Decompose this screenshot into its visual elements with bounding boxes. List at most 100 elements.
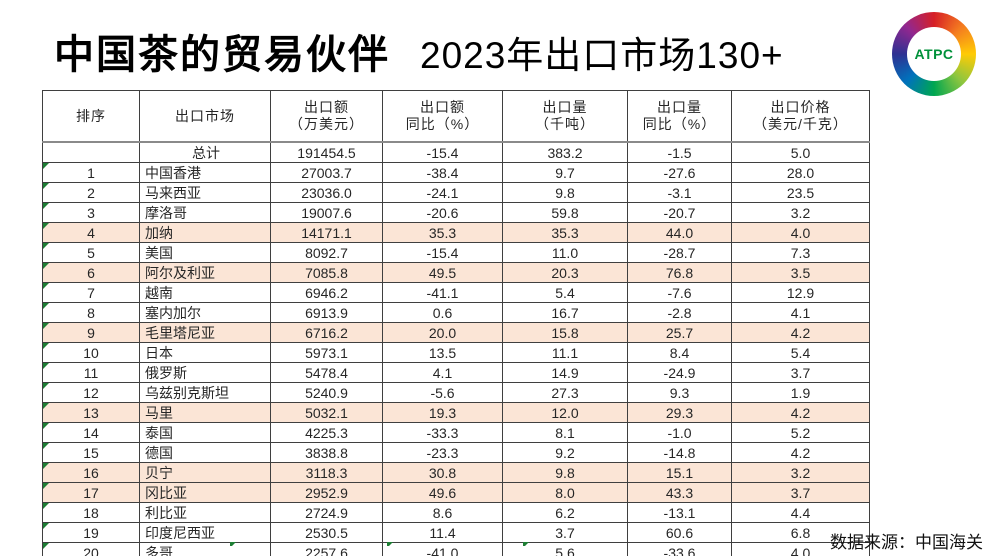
cell-export-volume-yoy: -7.6	[627, 282, 732, 303]
cell-rank: 13	[42, 402, 140, 423]
error-indicator-icon	[230, 542, 236, 546]
cell-export-volume: 9.8	[502, 182, 628, 203]
rank-value: 8	[87, 304, 95, 321]
cell-export-value-yoy: 30.8	[382, 462, 503, 483]
rank-value: 10	[83, 344, 99, 361]
cell-export-price: 3.7	[731, 362, 870, 383]
cell-export-value: 19007.6	[270, 202, 383, 223]
cell-export-volume: 27.3	[502, 382, 628, 403]
atpc-logo-text: ATPC	[914, 46, 954, 62]
error-indicator-icon	[43, 383, 49, 389]
cell-market: 印度尼西亚	[139, 522, 271, 543]
rank-value: 11	[83, 364, 99, 381]
cell-export-volume-yoy: 29.3	[627, 402, 732, 423]
cell-export-price: 28.0	[731, 162, 870, 183]
cell-market: 塞内加尔	[139, 302, 271, 323]
cell-export-volume-yoy: -24.9	[627, 362, 732, 383]
cell-rank: 7	[42, 282, 140, 303]
table-body: 总计 191454.5 -15.4 383.2 -1.5 5.0 1 中国香港 …	[42, 141, 870, 556]
rank-value: 17	[83, 484, 99, 501]
cell-export-price: 4.1	[731, 302, 870, 323]
cell-export-volume-yoy: -27.6	[627, 162, 732, 183]
cell-export-price: 4.2	[731, 322, 870, 343]
cell-export-volume-yoy: -20.7	[627, 202, 732, 223]
cell-rank: 16	[42, 462, 140, 483]
error-indicator-icon	[43, 443, 49, 449]
rank-value: 12	[83, 384, 99, 401]
cell-export-volume-yoy: 76.8	[627, 262, 732, 283]
cell-export-value: 14171.1	[270, 222, 383, 243]
trade-table-wrapper: 排序 出口市场 出口额 （万美元） 出口额 同比（%） 出口量 （千吨） 出口量…	[42, 90, 870, 556]
cell-export-value-yoy: 11.4	[382, 522, 503, 543]
cell-rank: 2	[42, 182, 140, 203]
col-header-export-volume: 出口量 （千吨）	[502, 90, 628, 143]
cell-export-price: 4.0	[731, 222, 870, 243]
cell-export-volume-yoy: 9.3	[627, 382, 732, 403]
error-indicator-icon	[43, 223, 49, 229]
cell-export-value-yoy: -33.3	[382, 422, 503, 443]
error-indicator-icon	[43, 343, 49, 349]
col-header-export-value: 出口额 （万美元）	[270, 90, 383, 143]
cell-market: 日本	[139, 342, 271, 363]
error-indicator-icon	[43, 463, 49, 469]
error-indicator-icon	[523, 542, 529, 546]
cell-export-volume-yoy: -14.8	[627, 442, 732, 463]
cell-export-value: 5478.4	[270, 362, 383, 383]
cell-market: 阿尔及利亚	[139, 262, 271, 283]
cell-export-volume-yoy: 60.6	[627, 522, 732, 543]
cell-rank: 15	[42, 442, 140, 463]
cell-export-volume: 6.2	[502, 502, 628, 523]
cell-market: 俄罗斯	[139, 362, 271, 383]
cell-export-value: 6946.2	[270, 282, 383, 303]
rank-value: 13	[83, 404, 99, 421]
table-row: 总计 191454.5 -15.4 383.2 -1.5 5.0	[42, 141, 870, 163]
cell-market: 冈比亚	[139, 482, 271, 503]
error-indicator-icon	[43, 503, 49, 509]
cell-export-volume-yoy: -3.1	[627, 182, 732, 203]
cell-export-value: 3838.8	[270, 442, 383, 463]
cell-rank: 5	[42, 242, 140, 263]
table-header: 排序 出口市场 出口额 （万美元） 出口额 同比（%） 出口量 （千吨） 出口量…	[42, 90, 870, 143]
cell-rank: 6	[42, 262, 140, 283]
cell-export-value: 2724.9	[270, 502, 383, 523]
cell-rank: 14	[42, 422, 140, 443]
cell-export-value: 6716.2	[270, 322, 383, 343]
cell-export-volume: 383.2	[502, 141, 628, 163]
rank-value: 1	[87, 164, 95, 181]
cell-export-value-yoy: -15.4	[382, 141, 503, 163]
cell-export-volume: 16.7	[502, 302, 628, 323]
rank-value: 19	[83, 524, 99, 541]
cell-export-volume: 11.1	[502, 342, 628, 363]
table-row: 10 日本 5973.1 13.5 11.1 8.4 5.4	[42, 342, 870, 363]
cell-export-volume: 15.8	[502, 322, 628, 343]
cell-export-value-yoy: -23.3	[382, 442, 503, 463]
table-row: 2 马来西亚 23036.0 -24.1 9.8 -3.1 23.5	[42, 182, 870, 203]
rank-value: 7	[87, 284, 95, 301]
cell-export-price: 4.0	[731, 542, 870, 556]
table-row: 6 阿尔及利亚 7085.8 49.5 20.3 76.8 3.5	[42, 262, 870, 283]
cell-export-price: 3.2	[731, 462, 870, 483]
error-indicator-icon	[43, 283, 49, 289]
cell-export-value-yoy: -5.6	[382, 382, 503, 403]
cell-export-volume-yoy: 44.0	[627, 222, 732, 243]
cell-rank: 11	[42, 362, 140, 383]
cell-rank: 12	[42, 382, 140, 403]
rank-value: 20	[83, 544, 99, 556]
table-row: 14 泰国 4225.3 -33.3 8.1 -1.0 5.2	[42, 422, 870, 443]
rank-value: 4	[87, 224, 95, 241]
error-indicator-icon	[43, 303, 49, 309]
table-row: 13 马里 5032.1 19.3 12.0 29.3 4.2	[42, 402, 870, 423]
cell-export-value: 2952.9	[270, 482, 383, 503]
cell-rank	[42, 141, 140, 163]
cell-export-value: 5973.1	[270, 342, 383, 363]
cell-export-price: 4.4	[731, 502, 870, 523]
table-row: 12 乌兹别克斯坦 5240.9 -5.6 27.3 9.3 1.9	[42, 382, 870, 403]
col-header-export-value-yoy: 出口额 同比（%）	[382, 90, 503, 143]
cell-market: 马来西亚	[139, 182, 271, 203]
col-header-market: 出口市场	[139, 90, 271, 143]
error-indicator-icon	[43, 483, 49, 489]
table-row: 17 冈比亚 2952.9 49.6 8.0 43.3 3.7	[42, 482, 870, 503]
cell-rank: 20	[42, 542, 140, 556]
cell-export-volume-yoy: -28.7	[627, 242, 732, 263]
cell-export-value-yoy: -20.6	[382, 202, 503, 223]
